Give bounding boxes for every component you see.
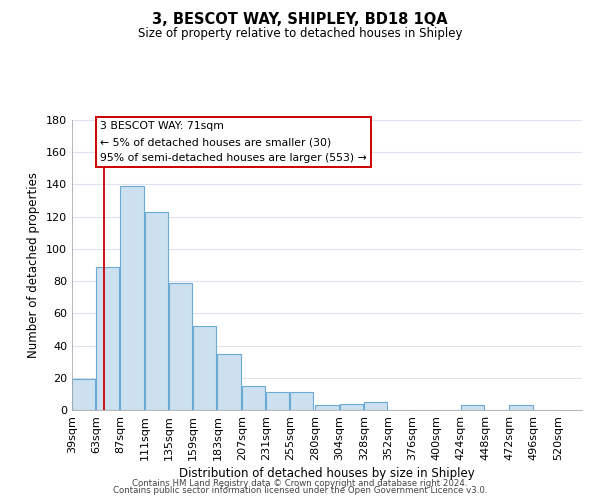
- Text: Contains HM Land Registry data © Crown copyright and database right 2024.: Contains HM Land Registry data © Crown c…: [132, 478, 468, 488]
- Bar: [340, 404, 363, 410]
- Text: Size of property relative to detached houses in Shipley: Size of property relative to detached ho…: [138, 28, 462, 40]
- Bar: [364, 402, 387, 410]
- Bar: [169, 282, 192, 410]
- Bar: [72, 380, 95, 410]
- Bar: [242, 386, 265, 410]
- Bar: [266, 392, 289, 410]
- Bar: [121, 186, 144, 410]
- Text: 3, BESCOT WAY, SHIPLEY, BD18 1QA: 3, BESCOT WAY, SHIPLEY, BD18 1QA: [152, 12, 448, 28]
- Y-axis label: Number of detached properties: Number of detached properties: [28, 172, 40, 358]
- Bar: [217, 354, 241, 410]
- Text: Contains public sector information licensed under the Open Government Licence v3: Contains public sector information licen…: [113, 486, 487, 495]
- Bar: [509, 405, 533, 410]
- Bar: [193, 326, 217, 410]
- Text: 3 BESCOT WAY: 71sqm
← 5% of detached houses are smaller (30)
95% of semi-detache: 3 BESCOT WAY: 71sqm ← 5% of detached hou…: [100, 122, 367, 162]
- Bar: [461, 405, 484, 410]
- Bar: [145, 212, 168, 410]
- Bar: [96, 266, 119, 410]
- X-axis label: Distribution of detached houses by size in Shipley: Distribution of detached houses by size …: [179, 467, 475, 480]
- Bar: [290, 392, 313, 410]
- Bar: [316, 405, 338, 410]
